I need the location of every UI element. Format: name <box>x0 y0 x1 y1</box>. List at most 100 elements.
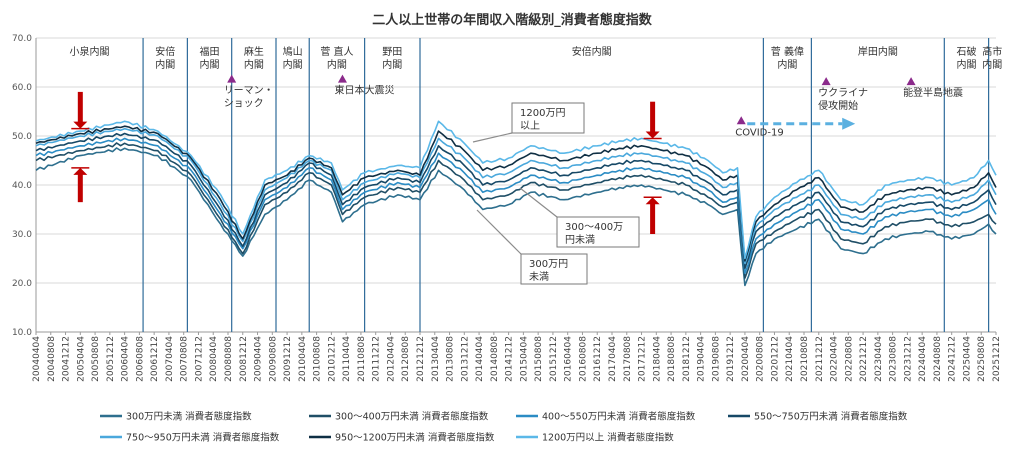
x-tick-label: 20180404 <box>652 336 662 382</box>
y-tick-label: 10.0 <box>12 328 32 338</box>
legend-label: 300～400万円未満 消費者態度指数 <box>335 411 489 423</box>
series-lines <box>35 120 997 287</box>
red-arrow-head <box>73 167 88 175</box>
x-tick-label: 20141212 <box>505 336 515 382</box>
x-tick-label: 20130808 <box>446 336 456 382</box>
chart-title: 二人以上世帯の年間収入階級別_消費者態度指数 <box>372 12 653 28</box>
callout-leader <box>519 187 558 218</box>
cabinet-label: 福田内閣 <box>200 45 220 71</box>
x-tick-label: 20070808 <box>180 336 190 382</box>
x-tick-label: 20171212 <box>638 336 648 382</box>
legend: 300万円未満 消費者態度指数 300～400万円未満 消費者態度指数 400～55… <box>100 411 908 444</box>
x-tick-label: 20230404 <box>874 336 884 382</box>
y-tick-label: 30.0 <box>12 230 32 240</box>
x-tick-label: 20100808 <box>313 336 323 382</box>
x-tick-label: 20060404 <box>121 336 131 382</box>
x-tick-label: 20071212 <box>194 336 204 382</box>
cabinet-label: 野田内閣 <box>382 46 402 71</box>
x-tick-label: 20120404 <box>386 336 396 382</box>
y-tick-label: 60.0 <box>12 83 32 93</box>
event-marker <box>337 74 347 83</box>
legend-label: 550～750万円未満 消費者態度指数 <box>754 411 908 423</box>
callout-leader <box>472 132 513 143</box>
series-line <box>35 142 997 279</box>
callout-box <box>511 102 585 134</box>
red-arrow-head <box>73 121 88 129</box>
x-tick-label: 20160808 <box>578 336 588 382</box>
series-line <box>35 137 997 274</box>
x-tick-label: 20240808 <box>933 336 943 382</box>
x-tick-label: 20221212 <box>859 336 869 382</box>
x-tick-label: 20081212 <box>239 336 249 382</box>
callout-box <box>556 216 640 248</box>
y-tick-label: 40.0 <box>12 181 32 191</box>
x-tick-label: 20091212 <box>283 336 293 382</box>
event-marker <box>821 77 831 86</box>
callout-label: 1200万円以上 <box>520 108 565 132</box>
series-line <box>35 125 997 262</box>
x-tick-label: 20100404 <box>298 336 308 382</box>
x-tick-label: 20170808 <box>623 336 633 382</box>
x-tick-label: 20151212 <box>549 336 559 382</box>
x-tick-label: 20250808 <box>977 336 987 382</box>
y-axis: 10.0 20.0 30.0 40.0 50.0 60.0 70.0 <box>12 34 32 338</box>
event-label: ウクライナ侵攻開始 <box>818 87 868 112</box>
legend-label: 300万円未満 消費者態度指数 <box>126 411 252 423</box>
cabinet-label: 安倍内閣 <box>572 45 612 58</box>
callout-label: 300～400万円未満 <box>565 222 623 246</box>
cabinet-label: 菅 直人内閣 <box>320 45 353 71</box>
x-tick-label: 20110808 <box>357 336 367 382</box>
x-tick-label: 20090808 <box>268 336 278 382</box>
x-tick-label: 20110404 <box>342 336 352 382</box>
x-tick-label: 20211212 <box>815 336 825 382</box>
cabinet-label: 鳩山内閣 <box>283 45 303 71</box>
x-tick-label: 20160404 <box>564 336 574 382</box>
series-line <box>35 127 997 265</box>
x-tick-label: 20080404 <box>209 336 219 382</box>
y-tick-label: 20.0 <box>12 279 32 289</box>
annotations: リーマン・ショック 東日本大震災 COVID-19 ウクライナ侵攻開始 能登半島地震 12… <box>71 74 963 285</box>
x-tick-label: 20070404 <box>165 336 175 382</box>
x-tick-label: 20050808 <box>91 336 101 382</box>
event-marker <box>906 77 916 86</box>
x-tick-label: 20080808 <box>224 336 234 382</box>
x-tick-label: 20230808 <box>889 336 899 382</box>
cabinet-label: 岸田内閣 <box>858 45 898 58</box>
x-tick-label: 20131212 <box>460 336 470 382</box>
red-arrow-shaft <box>77 173 83 203</box>
x-tick-label: 20041212 <box>62 336 72 382</box>
x-tick-label: 20161212 <box>593 336 603 382</box>
cabinet-label: 小泉内閣 <box>70 45 110 58</box>
x-tick-label: 20191212 <box>726 336 736 382</box>
x-tick-label: 20190404 <box>697 336 707 382</box>
x-tick-label: 20051212 <box>106 336 116 382</box>
cabinet-label: 麻生内閣 <box>244 45 264 71</box>
series-line <box>35 120 997 260</box>
x-tick-label: 20181212 <box>682 336 692 382</box>
x-tick-label: 20140404 <box>475 336 485 382</box>
x-tick-label: 20190808 <box>711 336 721 382</box>
cabinet-label: 石破内閣 <box>956 45 976 71</box>
red-arrow-shaft <box>650 101 656 133</box>
x-tick-label: 20250404 <box>962 336 972 382</box>
series-line <box>35 132 997 270</box>
x-tick-label: 20040404 <box>32 336 42 382</box>
x-tick-label: 20040808 <box>47 336 57 382</box>
y-tick-label: 50.0 <box>12 132 32 142</box>
x-axis: 20040404 20040808 20041212 20050404 20050808… <box>32 332 1002 382</box>
x-tick-label: 20120808 <box>401 336 411 382</box>
x-tick-label: 20240404 <box>918 336 928 382</box>
event-marker <box>736 116 746 125</box>
callout-leader <box>476 209 522 255</box>
x-tick-label: 20210808 <box>800 336 810 382</box>
event-marker <box>227 74 237 83</box>
covid-arrow-head <box>842 117 856 130</box>
x-tick-label: 20140808 <box>490 336 500 382</box>
x-tick-label: 20220404 <box>830 336 840 382</box>
x-tick-label: 20111212 <box>372 336 382 382</box>
cabinet-label: 高市内閣 <box>982 45 1002 71</box>
callout-box <box>520 253 588 285</box>
red-arrow-head <box>645 131 660 139</box>
callout-label: 300万円未満 <box>529 259 568 283</box>
